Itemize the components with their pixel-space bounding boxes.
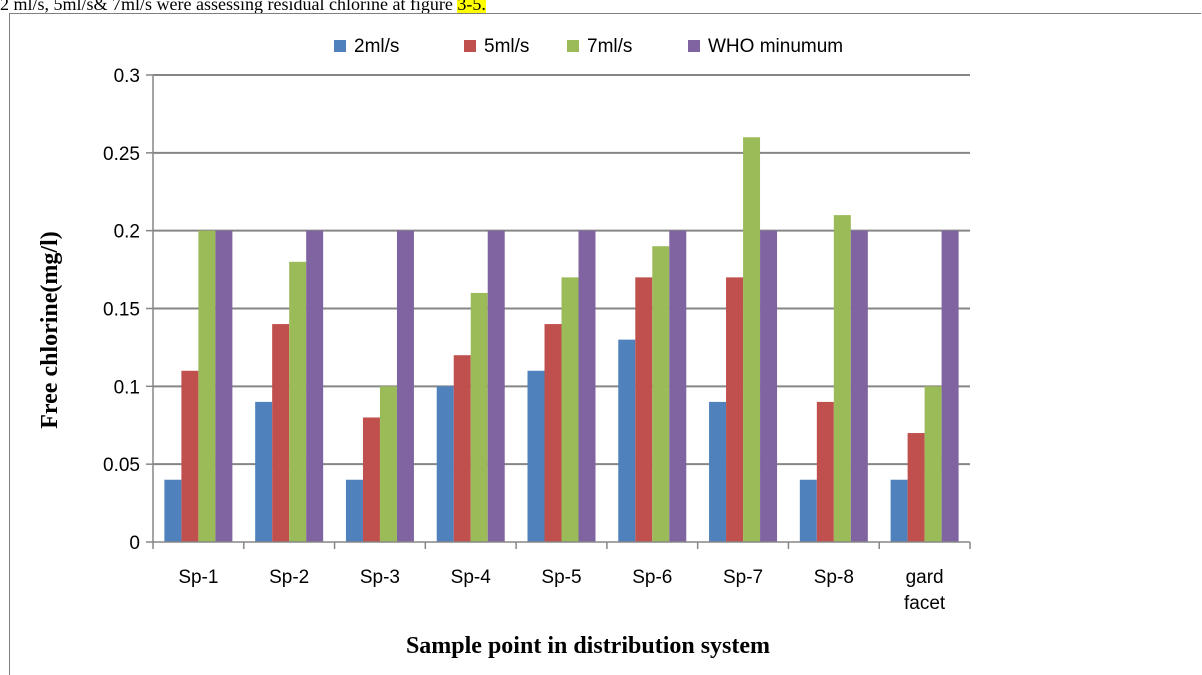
- x-tick-label: gard facet: [904, 567, 946, 614]
- bars: [164, 137, 959, 542]
- bar-2ml-s-sp-4: [436, 386, 454, 542]
- caption-figure-ref: 3-5.: [457, 0, 486, 14]
- bar-2ml-s-sp-3: [345, 479, 363, 542]
- legend-label: 7ml/s: [587, 36, 632, 57]
- y-tick-label: 0.2: [114, 222, 140, 243]
- figure-caption: 2 ml/s, 5ml/s& 7ml/s were assessing resi…: [0, 0, 1202, 14]
- x-tick-label: Sp-8: [814, 567, 854, 588]
- x-axis-label: Sample point in distribution system: [406, 633, 770, 659]
- y-tick-labels: 0 0.05 0.1 0.15 0.2 0.25 0.3: [103, 66, 140, 554]
- bar-who-minumum-gard-facet: [941, 230, 959, 542]
- y-tick-label: 0.15: [103, 300, 140, 321]
- bar-who-minumum-sp-5: [578, 230, 596, 542]
- bar-2ml-s-sp-2: [255, 401, 273, 542]
- caption-text: 2 ml/s, 5ml/s& 7ml/s were assessing resi…: [0, 0, 458, 14]
- bar-2ml-s-gard-facet: [890, 479, 908, 542]
- y-tick-label: 0.05: [103, 455, 140, 476]
- bar-7ml-s-sp-7: [743, 137, 761, 542]
- x-tick-label: Sp-4: [451, 567, 492, 588]
- bar-who-minumum-sp-7: [760, 230, 778, 542]
- x-tick-label: Sp-1: [178, 567, 218, 588]
- legend: 2ml/s 5ml/s 7ml/s WHO minumum: [334, 36, 843, 57]
- legend-swatch: [567, 40, 579, 52]
- bar-2ml-s-sp-6: [618, 339, 636, 542]
- bar-5ml-s-sp-2: [272, 324, 290, 542]
- legend-swatch: [688, 40, 700, 52]
- bar-7ml-s-sp-8: [833, 215, 851, 542]
- bar-who-minumum-sp-8: [850, 230, 868, 542]
- x-tick-label: Sp-7: [723, 567, 763, 588]
- legend-label: 2ml/s: [354, 36, 399, 57]
- y-axis-label: Free chlorine(mg/l): [37, 231, 63, 428]
- bar-who-minumum-sp-2: [306, 230, 324, 542]
- x-tick-label: Sp-3: [360, 567, 400, 588]
- bar-5ml-s-sp-6: [635, 277, 653, 542]
- bar-5ml-s-sp-4: [453, 355, 471, 542]
- x-tick-label: Sp-5: [541, 567, 581, 588]
- bar-2ml-s-sp-8: [799, 479, 817, 542]
- bar-5ml-s-sp-7: [726, 277, 744, 542]
- x-tick-label: Sp-6: [632, 567, 672, 588]
- x-tick-label: Sp-2: [269, 567, 309, 588]
- bar-who-minumum-sp-4: [487, 230, 505, 542]
- y-tick-label: 0.3: [114, 66, 140, 87]
- bar-7ml-s-sp-1: [198, 230, 216, 542]
- bar-7ml-s-sp-5: [561, 277, 579, 542]
- bar-who-minumum-sp-3: [396, 230, 414, 542]
- bar-7ml-s-sp-6: [652, 246, 670, 542]
- y-tick-label: 0: [129, 533, 140, 554]
- bar-7ml-s-sp-4: [470, 292, 488, 542]
- legend-label: 5ml/s: [484, 36, 529, 57]
- chart-frame: [9, 13, 1201, 675]
- bar-2ml-s-sp-7: [709, 401, 727, 542]
- legend-swatch: [464, 40, 476, 52]
- bar-5ml-s-sp-3: [362, 417, 380, 542]
- y-tick-label: 0.25: [103, 144, 140, 165]
- bar-2ml-s-sp-5: [527, 370, 545, 542]
- bar-7ml-s-gard-facet: [924, 386, 942, 542]
- bar-who-minumum-sp-1: [215, 230, 233, 542]
- bar-7ml-s-sp-3: [379, 386, 397, 542]
- legend-label: WHO minumum: [708, 36, 843, 57]
- bar-who-minumum-sp-6: [669, 230, 687, 542]
- y-tick-label: 0.1: [114, 377, 140, 398]
- bar-7ml-s-sp-2: [289, 261, 307, 542]
- bar-2ml-s-sp-1: [164, 479, 182, 542]
- legend-swatch: [334, 40, 346, 52]
- x-tick-labels: Sp-1 Sp-2 Sp-3 Sp-4 Sp-5 Sp-6 Sp-7 Sp-8 gard face…: [178, 567, 946, 614]
- bar-5ml-s-gard-facet: [907, 433, 925, 542]
- bar-5ml-s-sp-8: [816, 401, 834, 542]
- axes: [146, 74, 971, 549]
- bar-5ml-s-sp-5: [544, 324, 562, 542]
- bar-5ml-s-sp-1: [181, 370, 199, 542]
